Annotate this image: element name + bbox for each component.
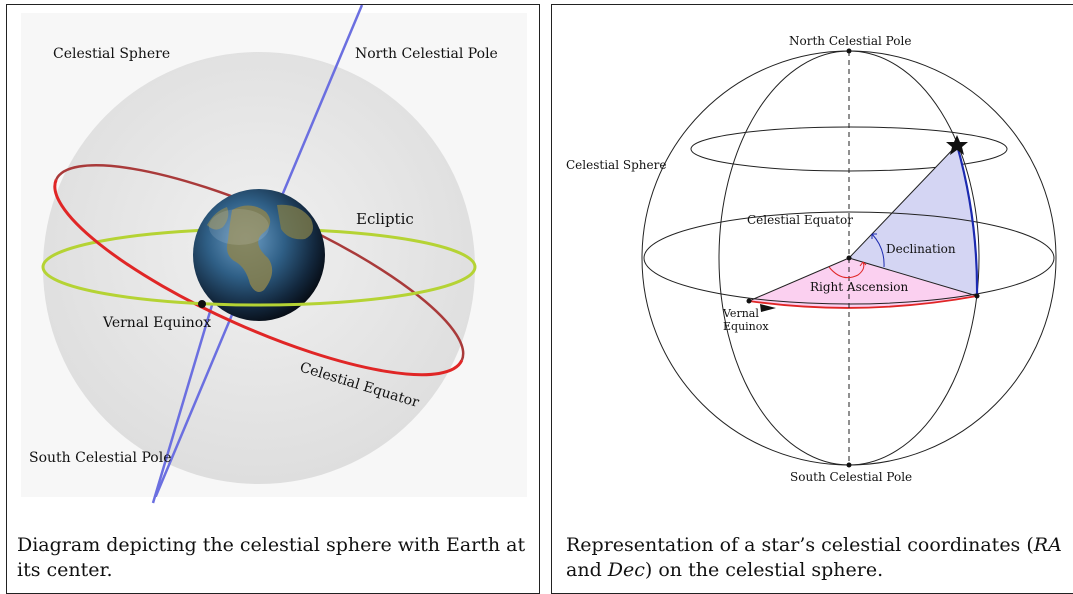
star-radial-line bbox=[848, 144, 958, 259]
declination-label: Declination bbox=[886, 242, 956, 256]
declination-angle-arc bbox=[871, 233, 885, 268]
celestial-sphere-label: Celestial Sphere bbox=[53, 46, 170, 62]
declination-arc bbox=[955, 144, 979, 297]
right-caption: Representation of a star’s celestial coo… bbox=[566, 534, 1062, 581]
ecliptic-label: Ecliptic bbox=[356, 210, 414, 228]
celestial-coordinates-panel: North Celestial Pole Celestial Sphere Ce… bbox=[551, 4, 1073, 594]
vernal-label: Vernal bbox=[722, 307, 759, 320]
declination-region bbox=[849, 145, 978, 296]
right-ascension-angle-arc bbox=[828, 261, 865, 279]
south-celestial-pole-label: South Celestial Pole bbox=[29, 450, 172, 466]
center-point bbox=[846, 255, 852, 261]
north-celestial-pole-label: North Celestial Pole bbox=[789, 34, 911, 48]
celestial-sphere-diagram-panel: Celestial Sphere North Celestial Pole Ec… bbox=[6, 4, 540, 594]
north-pole-point bbox=[846, 48, 852, 54]
vernal-equinox-point bbox=[746, 298, 752, 304]
south-pole-point bbox=[846, 462, 852, 468]
right-ascension-arc bbox=[748, 295, 978, 309]
equinox-radial-line bbox=[748, 257, 850, 302]
celestial-equator-label: Celestial Equator bbox=[747, 213, 853, 227]
north-celestial-pole-label: North Celestial Pole bbox=[355, 46, 498, 62]
equinox-label: Equinox bbox=[723, 320, 769, 333]
celestial-sphere-label: Celestial Sphere bbox=[566, 158, 666, 172]
left-caption: Diagram depicting the celestial sphere w… bbox=[17, 534, 526, 581]
earth-celestial-sphere-illustration: Celestial Sphere North Celestial Pole Ec… bbox=[21, 5, 527, 504]
vernal-equinox-label: Vernal Equinox bbox=[102, 315, 211, 331]
ra-direction-arrow bbox=[760, 304, 776, 312]
right-ascension-region bbox=[749, 258, 977, 308]
star-meridian-radial-line bbox=[848, 257, 978, 297]
vernal-equinox-point bbox=[198, 300, 206, 308]
celestial-coordinates-diagram: North Celestial Pole Celestial Sphere Ce… bbox=[566, 34, 1057, 484]
star-meridian-point bbox=[974, 293, 980, 299]
right-ascension-label: Right Ascension bbox=[810, 280, 909, 294]
earth-continents bbox=[227, 205, 273, 292]
celestial-pole-axis-front bbox=[151, 304, 214, 504]
star-icon bbox=[946, 135, 968, 155]
celestial-equator-front-arc bbox=[53, 179, 464, 377]
south-celestial-pole-label: South Celestial Pole bbox=[790, 470, 912, 484]
ecliptic-front-arc bbox=[41, 266, 477, 307]
